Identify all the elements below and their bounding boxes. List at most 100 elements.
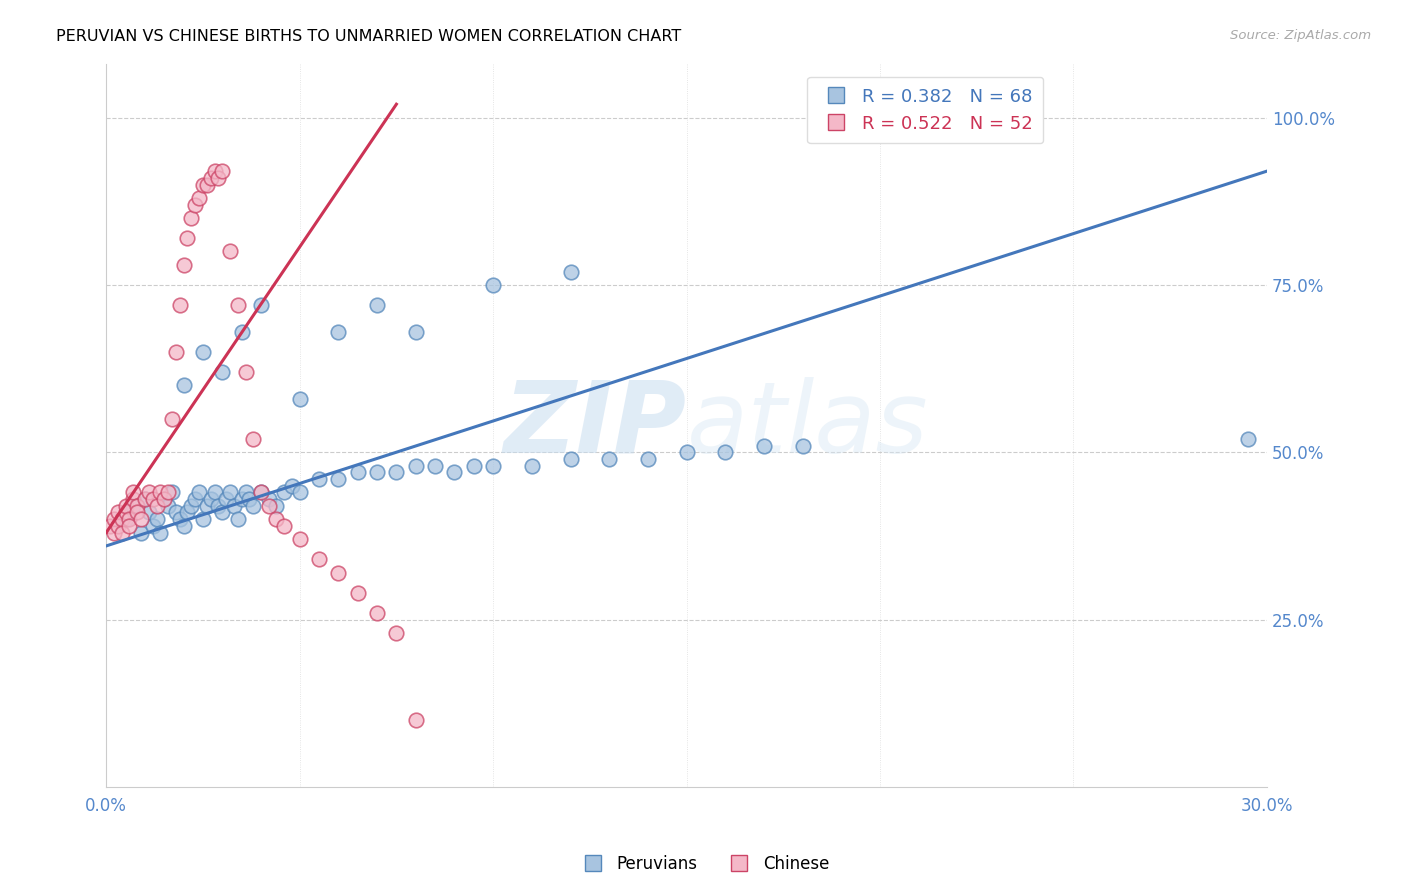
Point (328, 325, 350, 339)
Point (138, 485, 160, 500)
Point (273, 485, 295, 500)
Point (222, 499, 245, 513)
Point (129, 512, 152, 526)
Point (114, 512, 136, 526)
Point (160, 485, 183, 500)
Point (169, 512, 191, 526)
Point (204, 485, 226, 500)
Point (122, 491, 145, 506)
Point (257, 491, 280, 506)
Point (266, 499, 288, 513)
Point (195, 499, 218, 513)
Point (346, 586, 368, 600)
Point (752, 438, 775, 452)
Point (231, 325, 253, 339)
Point (207, 499, 229, 513)
Point (191, 512, 214, 526)
Point (129, 525, 152, 540)
Point (250, 298, 273, 312)
Point (118, 519, 141, 533)
Point (273, 519, 295, 533)
Point (226, 512, 249, 526)
Point (792, 438, 814, 452)
Text: Source: ZipAtlas.com: Source: ZipAtlas.com (1230, 29, 1371, 42)
Point (107, 519, 129, 533)
Point (288, 485, 311, 500)
Point (134, 491, 156, 506)
Point (184, 197, 207, 211)
Point (204, 164, 226, 178)
Point (173, 378, 195, 392)
Point (157, 485, 180, 500)
Point (366, 465, 388, 479)
Point (238, 491, 260, 506)
Point (637, 451, 659, 466)
Point (98, 519, 121, 533)
Point (250, 485, 273, 500)
Point (560, 264, 582, 278)
Legend: Peruvians, Chinese: Peruvians, Chinese (571, 848, 835, 880)
Point (346, 465, 368, 479)
Text: ZIP: ZIP (503, 377, 686, 474)
Point (160, 411, 183, 425)
Point (463, 458, 485, 473)
Point (211, 365, 233, 379)
Point (118, 512, 141, 526)
Point (149, 485, 172, 500)
Point (405, 325, 427, 339)
Point (366, 606, 388, 620)
Point (142, 519, 165, 533)
Point (288, 533, 311, 547)
Point (288, 392, 311, 406)
Point (366, 298, 388, 312)
Point (328, 472, 350, 486)
Point (250, 485, 273, 500)
Text: PERUVIAN VS CHINESE BIRTHS TO UNMARRIED WOMEN CORRELATION CHART: PERUVIAN VS CHINESE BIRTHS TO UNMARRIED … (56, 29, 682, 44)
Point (127, 499, 149, 513)
Point (308, 552, 330, 566)
Point (114, 505, 136, 519)
Point (188, 191, 211, 205)
Point (191, 344, 214, 359)
Point (242, 432, 264, 446)
Point (165, 344, 187, 359)
Point (122, 499, 145, 513)
Point (219, 485, 242, 500)
Point (257, 499, 280, 513)
Point (191, 178, 214, 192)
Point (176, 231, 198, 245)
Point (482, 458, 505, 473)
Point (180, 211, 202, 225)
Point (235, 365, 257, 379)
Point (235, 485, 257, 500)
Point (107, 505, 129, 519)
Point (714, 445, 737, 459)
Point (328, 566, 350, 580)
Point (149, 525, 172, 540)
Point (385, 465, 408, 479)
Point (165, 505, 187, 519)
Point (405, 458, 427, 473)
Point (211, 164, 233, 178)
Point (169, 298, 191, 312)
Point (127, 505, 149, 519)
Point (423, 458, 446, 473)
Point (145, 512, 167, 526)
Point (157, 499, 180, 513)
Point (405, 713, 427, 727)
Point (142, 491, 165, 506)
Point (520, 458, 543, 473)
Legend: R = 0.382   N = 68, R = 0.522   N = 52: R = 0.382 N = 68, R = 0.522 N = 52 (807, 77, 1043, 144)
Point (153, 491, 176, 506)
Point (443, 465, 465, 479)
Point (188, 485, 211, 500)
Point (215, 491, 238, 506)
Point (385, 626, 408, 640)
Point (482, 277, 505, 292)
Point (153, 491, 176, 506)
Point (173, 519, 195, 533)
Point (176, 505, 198, 519)
Point (231, 491, 253, 506)
Point (138, 505, 160, 519)
Point (173, 258, 195, 272)
